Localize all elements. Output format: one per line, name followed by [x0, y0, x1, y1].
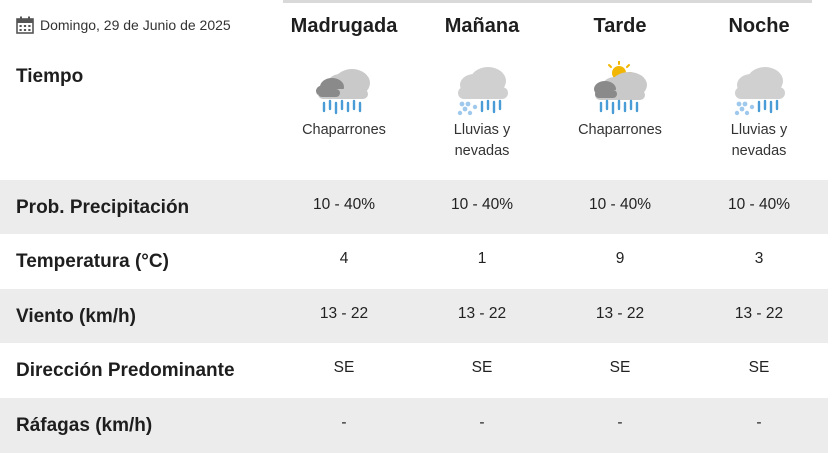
row-label-wind: Viento (km/h): [16, 306, 136, 327]
sun-showers-icon: [594, 61, 647, 115]
cell-precip: 10 - 40%: [450, 196, 514, 213]
cell-temperature: 1: [477, 250, 487, 267]
row-label-tiempo: Tiempo: [16, 66, 84, 87]
rain-snow-icon: [457, 67, 508, 116]
cell-precip: 10 - 40%: [727, 196, 791, 213]
column-tarde: Tarde: [593, 15, 647, 37]
column-madrugada: Madrugada: [290, 15, 398, 37]
row-label-direction: Dirección Predominante: [16, 360, 235, 381]
cell-direction: SE: [471, 359, 493, 376]
cell-temperature: 9: [615, 250, 625, 267]
cell-gusts: -: [756, 414, 762, 431]
weather-description: Lluvias y nevadas: [730, 122, 788, 159]
rain-snow-icon: [734, 67, 785, 116]
cell-direction: SE: [609, 359, 631, 376]
showers-icon: [316, 69, 370, 115]
cell-precip: 10 - 40%: [588, 196, 652, 213]
calendar-icon: [16, 16, 34, 34]
weather-description: Chaparrones: [302, 122, 386, 138]
weather-description: Chaparrones: [578, 122, 662, 138]
column-noche: Noche: [728, 15, 790, 37]
cell-temperature: 4: [339, 250, 349, 267]
cell-direction: SE: [333, 359, 355, 376]
date-text: Domingo, 29 de Junio de 2025: [40, 17, 231, 33]
cell-gusts: -: [617, 414, 623, 431]
cell-wind: 13 - 22: [319, 305, 369, 322]
cell-gusts: -: [479, 414, 485, 431]
cell-wind: 13 - 22: [734, 305, 784, 322]
cell-temperature: 3: [754, 250, 764, 267]
row-label-precipitation: Prob. Precipitación: [16, 197, 190, 218]
header-divider: [283, 0, 812, 3]
cell-gusts: -: [341, 414, 347, 431]
row-wind: [0, 289, 828, 343]
row-precipitation: [0, 180, 828, 234]
row-label-gusts: Ráfagas (km/h): [16, 415, 153, 436]
cell-wind: 13 - 22: [595, 305, 645, 322]
cell-direction: SE: [748, 359, 770, 376]
cell-precip: 10 - 40%: [312, 196, 376, 213]
weather-description: Lluvias y nevadas: [453, 122, 511, 159]
forecast-date: Domingo, 29 de Junio de 2025: [16, 15, 231, 35]
column-manana: Mañana: [444, 15, 520, 37]
cell-wind: 13 - 22: [457, 305, 507, 322]
row-label-temperature: Temperatura (°C): [16, 251, 169, 272]
row-gusts: [0, 398, 828, 453]
